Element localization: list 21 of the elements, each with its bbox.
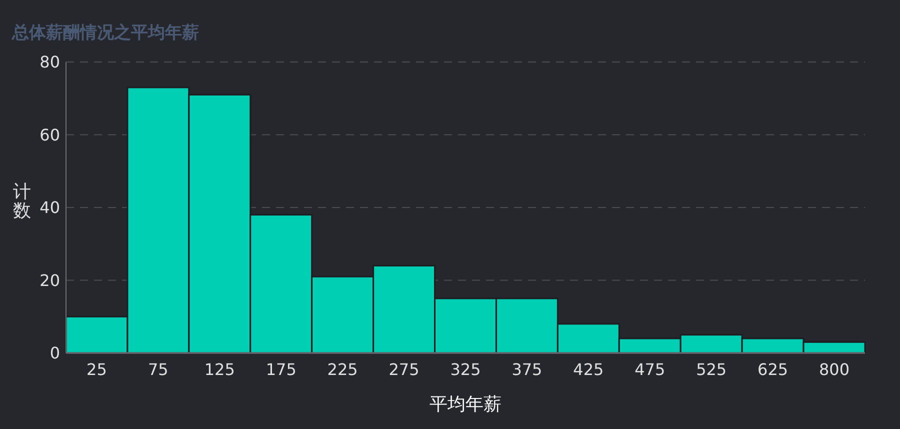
x-tick-label: 175 [266,360,296,379]
x-tick-label: 525 [696,360,727,379]
y-axis-title: 计数 [13,182,31,222]
x-tick-label: 625 [758,360,788,379]
x-tick-label: 125 [204,360,235,379]
x-tick-label: 800 [818,360,850,379]
x-tick-label: 425 [573,360,604,379]
y-tick-label: 60 [40,125,60,144]
chart-title: 总体薪酬情况之平均年薪 [11,23,199,43]
y-tick-label: 20 [40,270,60,290]
x-tick-label: 25 [86,360,107,379]
x-tick-label: 225 [327,360,358,379]
x-tick-label: 375 [512,360,542,379]
y-tick-label: 0 [50,344,60,362]
x-tick-label: 475 [634,360,666,379]
x-tick-label: 75 [148,360,168,379]
x-axis-title: 平均年薪 [430,394,502,415]
x-tick-label: 325 [450,360,481,379]
y-tick-label: 40 [40,198,60,217]
x-tick-label: 275 [388,360,420,379]
y-tick-label: 80 [40,52,60,72]
